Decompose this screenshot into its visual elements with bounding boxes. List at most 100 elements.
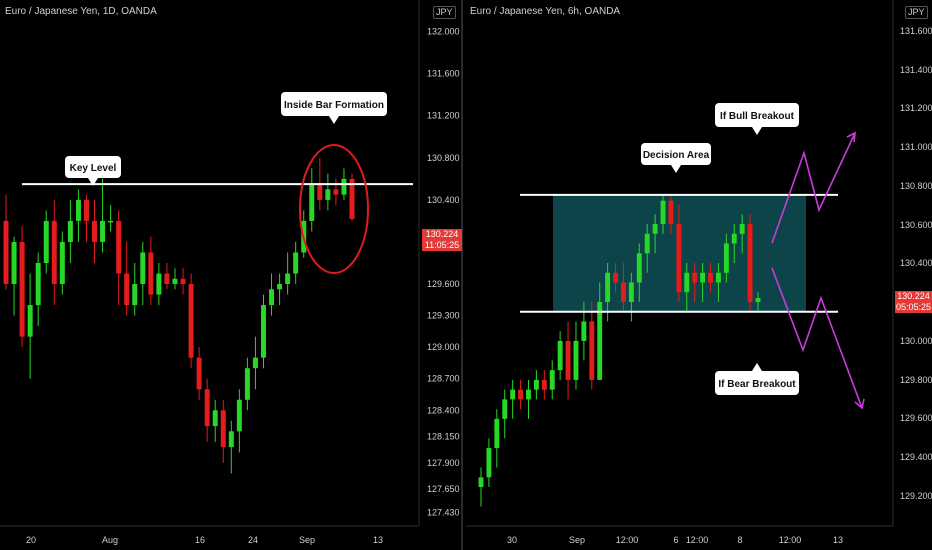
left-candle bbox=[252, 357, 258, 369]
bull-callout: If Bull Breakout bbox=[715, 103, 799, 135]
right-candle bbox=[636, 253, 642, 283]
left-candle bbox=[116, 220, 122, 274]
left-candle bbox=[108, 220, 114, 223]
left-candle bbox=[11, 241, 17, 285]
left-candle bbox=[3, 220, 9, 285]
right-price-tick: 130.800 bbox=[900, 181, 932, 191]
left-candle bbox=[43, 220, 49, 263]
right-candle bbox=[660, 200, 666, 225]
right-time-tick: 12:00 bbox=[616, 535, 639, 545]
right-candle bbox=[613, 272, 618, 283]
right-candle bbox=[573, 340, 579, 380]
right-price-tick: 130.600 bbox=[900, 220, 932, 230]
right-candle bbox=[565, 340, 571, 380]
bear-arrowhead bbox=[854, 398, 865, 410]
left-candle bbox=[333, 189, 339, 195]
right-time-tick: 8 bbox=[737, 535, 742, 545]
left-candle bbox=[349, 178, 355, 219]
left-candle bbox=[35, 263, 41, 306]
right-chart-title: Euro / Japanese Yen, 6h, OANDA bbox=[470, 6, 621, 17]
left-price-tick: 128.700 bbox=[427, 374, 460, 384]
right-candle bbox=[755, 298, 761, 302]
right-price-tick: 130.000 bbox=[900, 336, 932, 346]
inside-bar-circle bbox=[299, 144, 369, 274]
right-candle bbox=[597, 301, 603, 380]
left-time-tick: Aug bbox=[102, 535, 118, 545]
left-candle bbox=[27, 305, 33, 337]
right-time-tick: Sep bbox=[569, 535, 585, 545]
right-price-tick: 129.400 bbox=[900, 452, 932, 462]
right-candle bbox=[739, 224, 745, 234]
left-candle bbox=[132, 284, 138, 306]
right-candle bbox=[494, 418, 500, 449]
left-candle bbox=[172, 278, 178, 285]
right-last-price-badge: 130.224 05:05:25 bbox=[895, 291, 932, 313]
right-candle bbox=[700, 272, 706, 283]
left-candle bbox=[269, 289, 275, 306]
right-candle bbox=[557, 340, 563, 371]
key-level-callout: Key Level bbox=[65, 156, 121, 186]
left-price-tick: 129.300 bbox=[427, 311, 460, 321]
left-candle bbox=[51, 220, 57, 285]
left-candle bbox=[156, 273, 162, 295]
right-price-tick: 130.400 bbox=[900, 258, 932, 268]
inside-bar-callout: Inside Bar Formation bbox=[281, 92, 387, 124]
right-candle bbox=[486, 448, 492, 478]
right-candle bbox=[533, 379, 539, 390]
right-candle bbox=[708, 272, 713, 283]
bear-callout-box bbox=[715, 371, 799, 395]
left-candle bbox=[220, 410, 226, 448]
left-price-tick: 129.600 bbox=[427, 279, 460, 289]
left-candle bbox=[228, 431, 234, 448]
left-currency-label[interactable]: JPY bbox=[433, 6, 456, 19]
left-candle bbox=[92, 220, 98, 242]
left-price-tick: 131.200 bbox=[427, 111, 460, 121]
left-candle bbox=[236, 399, 242, 432]
decision-area-callout-text: Decision Area bbox=[643, 150, 710, 161]
left-candle bbox=[19, 241, 25, 337]
left-last-price: 130.224 bbox=[425, 229, 459, 239]
left-price-tick: 128.400 bbox=[427, 405, 460, 415]
left-candle bbox=[244, 368, 250, 400]
left-price-tick: 129.000 bbox=[427, 342, 460, 352]
left-last-price-badge: 130.224 11:05:25 bbox=[422, 229, 462, 251]
left-candle bbox=[188, 284, 194, 358]
left-candle bbox=[75, 199, 81, 221]
right-price-tick: 129.200 bbox=[900, 491, 932, 501]
left-price-tick: 128.150 bbox=[427, 432, 460, 442]
left-time-tick: 16 bbox=[195, 535, 205, 545]
inside-bar-callout-pointer bbox=[329, 116, 339, 124]
right-time-tick: 12:00 bbox=[686, 535, 709, 545]
right-candle bbox=[549, 370, 555, 390]
right-candle bbox=[621, 282, 626, 302]
right-candle bbox=[676, 224, 682, 293]
left-candle bbox=[260, 305, 266, 358]
left-candle bbox=[285, 273, 291, 285]
left-candle bbox=[212, 410, 218, 427]
left-candle bbox=[164, 273, 170, 285]
bear-callout-text: If Bear Breakout bbox=[718, 379, 796, 390]
right-candle bbox=[652, 224, 658, 234]
bear-callout-pointer bbox=[752, 363, 762, 371]
decision-area-callout-pointer bbox=[671, 165, 681, 173]
right-candle bbox=[502, 399, 508, 419]
decision-area-callout: Decision Area bbox=[641, 143, 711, 173]
right-candle bbox=[731, 233, 737, 244]
bear-path bbox=[771, 267, 863, 409]
right-candle bbox=[541, 379, 547, 390]
right-time-tick: 13 bbox=[833, 535, 843, 545]
right-last-price: 130.224 bbox=[897, 291, 930, 301]
right-currency-label[interactable]: JPY bbox=[905, 6, 928, 19]
left-candle bbox=[83, 199, 89, 221]
left-candle bbox=[124, 273, 130, 306]
right-price-tick: 131.200 bbox=[900, 103, 932, 113]
right-candle bbox=[715, 272, 721, 283]
right-price-tick: 131.000 bbox=[900, 142, 932, 152]
left-price-tick: 130.400 bbox=[427, 195, 460, 205]
left-price-tick: 127.900 bbox=[427, 458, 460, 468]
inside-bar-callout-box bbox=[281, 92, 387, 116]
left-countdown: 11:05:25 bbox=[424, 240, 460, 250]
key-level-callout-pointer bbox=[88, 178, 98, 186]
right-candle bbox=[478, 477, 484, 488]
left-candle bbox=[204, 389, 210, 427]
